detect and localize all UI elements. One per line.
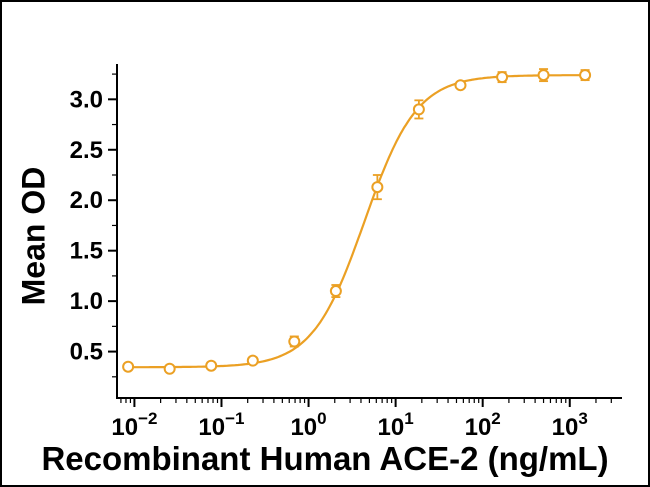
y-axis-label: Mean OD [15, 166, 52, 306]
data-point-marker [246, 354, 259, 367]
data-points [122, 68, 592, 375]
x-tick-label: 100 [290, 409, 326, 441]
data-point-marker [579, 69, 592, 82]
x-tick-label: 10−2 [111, 409, 157, 441]
y-tick-label: 1.0 [70, 288, 103, 315]
data-point-marker [412, 103, 425, 116]
x-axis-label: Recombinant Human ACE-2 (ng/mL) [41, 440, 609, 477]
y-tick-label: 3.0 [70, 86, 103, 113]
data-point-marker [371, 181, 384, 194]
data-point-marker [454, 79, 467, 92]
data-point-marker [537, 69, 550, 82]
data-point-marker [163, 362, 176, 375]
x-tick-label: 10−1 [198, 409, 244, 441]
data-point-marker [205, 359, 218, 372]
axes [116, 64, 622, 399]
y-tick-label: 2.0 [70, 187, 103, 214]
data-point-marker [329, 285, 342, 298]
x-tick-label: 103 [552, 409, 588, 441]
data-point-marker [288, 335, 301, 348]
y-tick-label: 0.5 [70, 339, 103, 366]
data-point-marker [122, 360, 135, 373]
y-tick-label: 1.5 [70, 238, 103, 265]
x-ticks: 10−2 10−1 100 101 102 103 [111, 398, 612, 441]
x-tick-label: 101 [378, 409, 414, 441]
y-tick-label: 2.5 [70, 137, 103, 164]
fit-curve [127, 74, 586, 369]
x-tick-label: 102 [465, 409, 501, 441]
y-ticks: 0.5 1.0 1.5 2.0 2.5 3.0 [70, 73, 117, 378]
data-point-marker [496, 71, 509, 84]
